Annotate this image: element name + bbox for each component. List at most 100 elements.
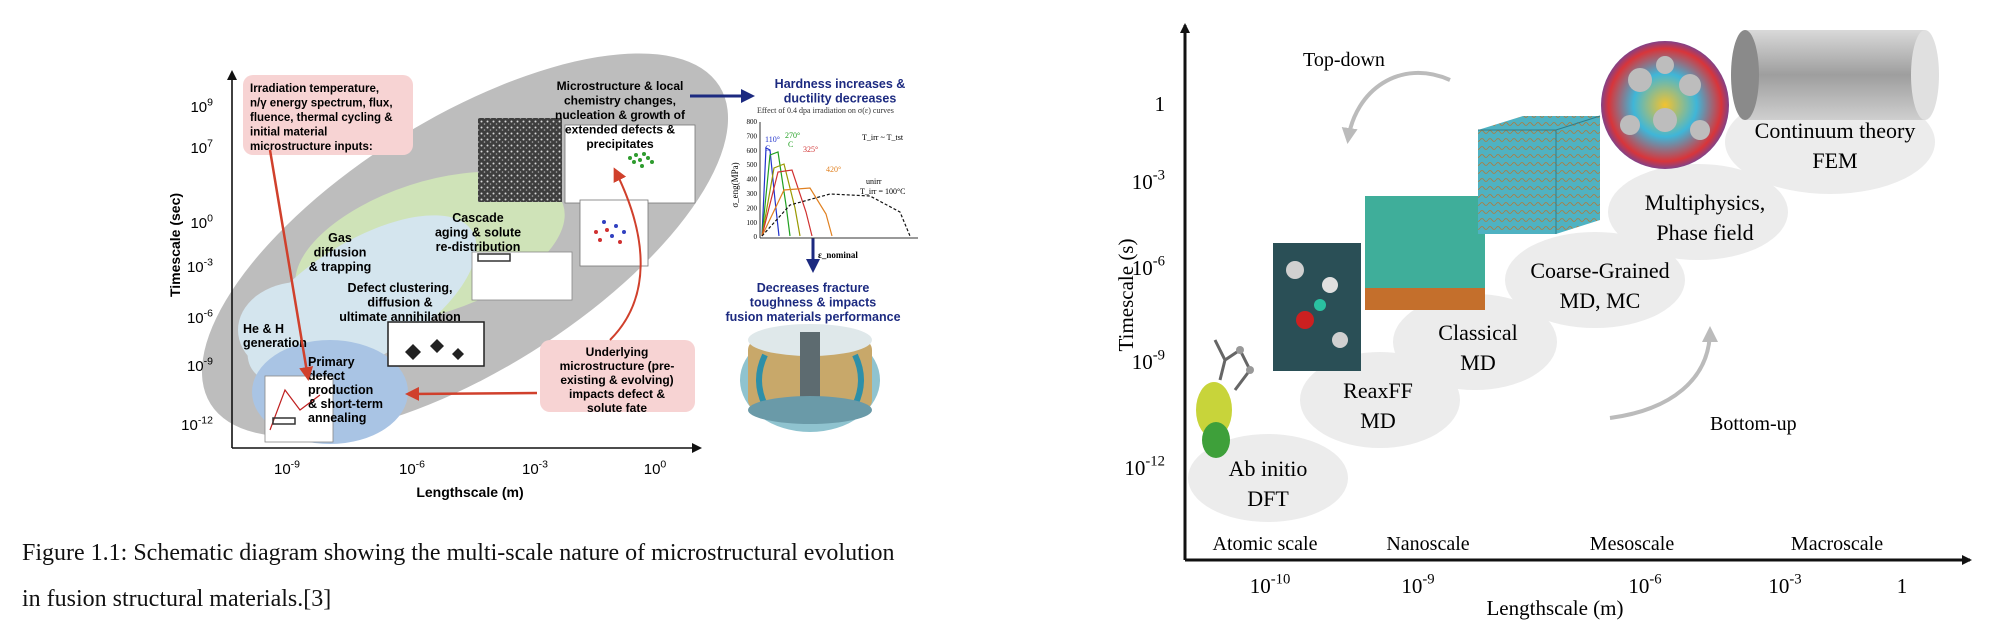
microstructure-label: Microstructure & local chemistry changes,… [555, 79, 686, 151]
left-x-tick-label: 100 [644, 458, 667, 478]
dft-molecule-image [1196, 339, 1254, 458]
stress-tick-label: 0 [754, 233, 758, 241]
tokamak-illustration [740, 324, 880, 432]
fracture-text: Decreases fracture toughness & impacts fus… [725, 281, 900, 324]
figure-caption-text: Figure 1.1: Schematic diagram showing th… [22, 530, 1062, 622]
primary-text-line: & short-term [308, 397, 383, 411]
inputs-box-text-line: n/γ energy spectrum, flux, [250, 98, 393, 110]
stress-tick-label: 300 [747, 190, 758, 198]
he-text-line: He & H [243, 322, 284, 336]
hardness-text-line: ductility decreases [784, 92, 897, 106]
temp-label-110: 110° [765, 135, 780, 144]
reaxff-simulation-image [1273, 243, 1361, 371]
fracture-text-line: fusion materials performance [725, 310, 900, 324]
left-x-ticks: 10-9 10-6 10-3 100 [274, 458, 666, 478]
hardness-text: Hardness increases & ductility decreases [775, 77, 906, 106]
micro-text-line: extended defects & [565, 123, 675, 137]
right-x-axis-label: Lengthscale (m) [1486, 596, 1623, 620]
red-arrows [268, 149, 642, 401]
stress-strain-chart: Effect of 0.4 dpa irradiation on σ(ε) cu… [730, 106, 918, 260]
coarse-grained-cube-image [1478, 115, 1601, 234]
right-y-ticks: 1 10-3 10-6 10-9 10-12 [1124, 92, 1165, 480]
left-y-axis-label: Timescale (sec) [167, 193, 183, 297]
method-labels: Ab initio DFT ReaxFF MD Classical MDCoarse-Gr… [1229, 118, 1916, 511]
scale-label: Nanoscale [1386, 533, 1469, 555]
stress-tick-label: 400 [747, 176, 758, 184]
right-x-tick-label: 10-9 [1401, 572, 1434, 598]
scale-label: Mesoscale [1590, 533, 1675, 555]
defect-text-line: Defect clustering, [348, 281, 453, 295]
scale-label: Macroscale [1791, 533, 1883, 555]
micro-text-line: precipitates [586, 137, 654, 151]
he-text-line: generation [243, 336, 307, 350]
left-y-tick-label: 107 [190, 137, 213, 157]
cascade-text-line: Cascade [452, 211, 503, 225]
method-label: Multiphysics, Phase field [1645, 190, 1765, 245]
underlying-text-line: existing & evolving) [560, 373, 673, 387]
right-y-tick-label: 10-6 [1132, 254, 1165, 280]
left-x-axis-label: Lengthscale (m) [416, 484, 523, 500]
stress-tick-label: 700 [747, 132, 758, 140]
right-x-ticks: 10-10 10-9 10-6 10-3 1 [1250, 572, 1908, 598]
stress-tick-label: 500 [747, 161, 758, 169]
cascade-label: Cascade aging & solute re-distribution [435, 211, 521, 254]
temp-c-label-270: C [788, 140, 793, 149]
stress-tick-label: 100 [747, 219, 758, 227]
microstructure-text: Microstructure & local chemistry changes,… [555, 79, 686, 151]
micro-text-line: nucleation & growth of [555, 108, 686, 122]
strain-axis-label: ε_nominal [818, 250, 858, 260]
stress-tick-label: 200 [747, 204, 758, 212]
inputs-box-text-line: initial material [250, 127, 327, 139]
scale-labels: Atomic scale Nanoscale Mesoscale Macroscale [1213, 533, 1884, 555]
defect-clustering-text: Defect clustering, diffusion & ultimate an… [339, 281, 461, 324]
inputs-box-text-line: microstructure inputs: [250, 141, 373, 153]
right-diagram: Timescale (s) Lengthscale (m) 110-310-61… [1114, 23, 1972, 620]
underlying-microstructure-text: Underlying microstructure (pre-existing &… [560, 345, 675, 415]
defect-clustering-label: Defect clustering, diffusion & ultimate an… [339, 281, 461, 324]
right-y-tick-label: 10-12 [1124, 454, 1165, 480]
inputs-box-text-line: Irradiation temperature, [250, 83, 379, 95]
right-y-tick-label: 10-9 [1132, 348, 1165, 374]
underlying-text-line: Underlying [586, 345, 649, 359]
classical-md-image [1365, 196, 1485, 310]
top-down-arrow [1341, 70, 1451, 144]
underlying-text-line: microstructure (pre- [560, 359, 675, 373]
hardness-text-line: Hardness increases & [775, 77, 906, 91]
stress-tick-label: 600 [747, 147, 758, 155]
unirr-label: unirr [866, 177, 882, 186]
left-y-ticks: 109 107 100 10-3 10-6 10-9 10-12 [181, 96, 213, 434]
caption-line-1: Figure 1.1: Schematic diagram showing th… [22, 540, 895, 566]
tirr-100-label: T_irr = 100°C [860, 187, 905, 196]
irradiation-inputs-box: Irradiation temperature, n/γ energy spect… [243, 75, 413, 155]
left-x-tick-label: 10-3 [522, 458, 548, 478]
multiphysics-phase-field-image [1601, 41, 1729, 169]
temp-label-420: 420° [826, 165, 841, 174]
precipitate-plot [564, 124, 696, 204]
tirr-label: T_irr ~ T_tst [862, 133, 904, 142]
fracture-text-line: toughness & impacts [750, 296, 876, 310]
gas-text-line: & trapping [309, 260, 372, 274]
primary-defect-label: Primary defect production & short-term annea… [308, 355, 383, 425]
stress-axis-label: σ_eng(MPa) [730, 162, 740, 207]
micro-text-line: Microstructure & local [557, 79, 684, 93]
stress-strain-caption: Effect of 0.4 dpa irradiation on σ(ε) cu… [757, 106, 894, 115]
underlying-microstructure-box: Underlying microstructure (pre-existing &… [540, 340, 695, 415]
tem-micrograph [478, 118, 562, 202]
left-x-tick-label: 10-6 [399, 458, 425, 478]
defect-cluster-inset [387, 321, 485, 367]
left-y-tick-label: 10-6 [187, 307, 213, 327]
gas-text-line: Gas [328, 231, 352, 245]
primary-text-line: Primary [308, 355, 355, 369]
primary-text-line: defect [308, 369, 346, 383]
underlying-text-line: impacts defect & [569, 387, 665, 401]
underlying-text-line: solute fate [587, 401, 647, 415]
primary-text-line: production [308, 383, 373, 397]
cascade-inset [471, 251, 573, 301]
fracture-text-line: Decreases fracture [757, 281, 870, 295]
scale-label: Atomic scale [1213, 533, 1318, 555]
right-x-tick-label: 1 [1897, 574, 1908, 598]
continuum-cylinder-image [1731, 30, 1939, 120]
